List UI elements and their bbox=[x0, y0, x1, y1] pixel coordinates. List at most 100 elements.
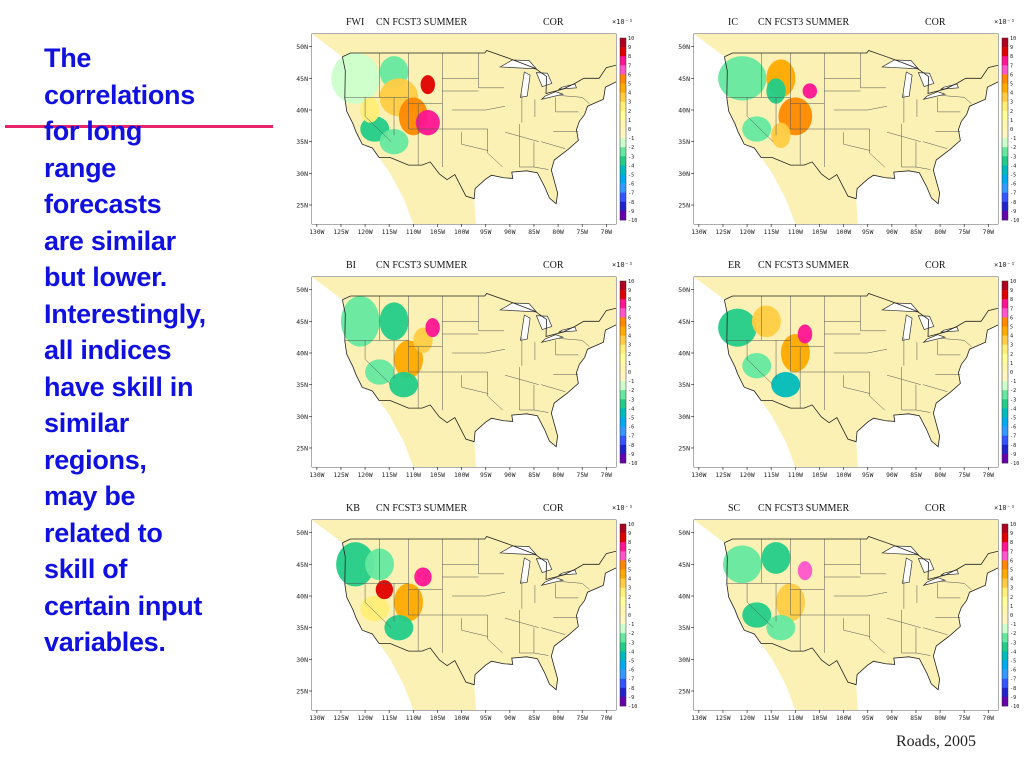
colorbar-tick-label: 7 bbox=[628, 306, 631, 312]
state-boundary bbox=[559, 581, 590, 590]
correlation-shading bbox=[379, 129, 409, 155]
map-stat-label: COR bbox=[925, 17, 946, 28]
colorbar-swatch bbox=[620, 533, 626, 543]
correlation-shading bbox=[771, 122, 791, 148]
state-boundary bbox=[504, 374, 539, 385]
lat-label: 35N bbox=[678, 138, 690, 146]
colorbar-swatch bbox=[620, 38, 626, 48]
colorbar-tick-label: -5 bbox=[1010, 659, 1016, 665]
correlation-shading bbox=[761, 542, 791, 574]
map-stat-label: COR bbox=[543, 17, 564, 28]
state-boundary bbox=[408, 103, 452, 130]
colorbar-swatch bbox=[1002, 56, 1008, 66]
colorbar-tick-label: 0 bbox=[1010, 370, 1013, 376]
colorbar-swatch bbox=[620, 399, 626, 409]
lake bbox=[540, 334, 565, 343]
colorbar-tick-label: -8 bbox=[628, 200, 634, 206]
lat-label: 45N bbox=[296, 75, 308, 83]
correlation-shading bbox=[718, 56, 767, 101]
colorbar-tick-label: 8 bbox=[628, 540, 631, 546]
lake bbox=[902, 557, 913, 584]
state-boundary bbox=[559, 338, 590, 347]
lat-label: 40N bbox=[296, 593, 308, 601]
lon-label: 120W bbox=[357, 472, 372, 479]
map-title: CN FCST3 SUMMER bbox=[376, 260, 467, 271]
colorbar-tick-label: -8 bbox=[628, 443, 634, 449]
colorbar-swatch bbox=[620, 353, 626, 364]
lon-label: 105W bbox=[812, 229, 827, 236]
body-line: range bbox=[44, 152, 117, 183]
colorbar-tick-label: 0 bbox=[628, 127, 631, 133]
colorbar-swatch bbox=[1002, 74, 1008, 84]
coastline bbox=[342, 292, 616, 448]
colorbar-swatch bbox=[620, 110, 626, 121]
body-line: all indices bbox=[44, 335, 172, 365]
body-line: The bbox=[44, 43, 92, 73]
lon-label: 80W bbox=[552, 229, 564, 236]
ocean-southeast bbox=[856, 81, 998, 224]
body-line: similar bbox=[44, 408, 129, 438]
lat-label: 50N bbox=[296, 286, 308, 294]
state-boundary bbox=[843, 375, 871, 394]
lat-label: 40N bbox=[678, 593, 690, 601]
lake bbox=[880, 302, 920, 313]
lon-label: 115W bbox=[382, 715, 397, 722]
colorbar-swatch bbox=[1002, 596, 1008, 607]
lon-label: 110W bbox=[406, 715, 421, 722]
colorbar-tick-label: -3 bbox=[1010, 154, 1016, 160]
state-boundary bbox=[487, 129, 503, 168]
state-boundary bbox=[923, 384, 948, 392]
colorbar-swatch bbox=[620, 119, 626, 130]
colorbar-tick-label: 8 bbox=[1010, 540, 1013, 546]
lon-label: 85W bbox=[528, 715, 540, 722]
correlation-shading bbox=[766, 615, 796, 641]
colorbar-tick-label: 1 bbox=[628, 361, 631, 367]
correlation-shading bbox=[360, 596, 390, 622]
colorbar-swatch bbox=[620, 156, 626, 166]
lon-label: 105W bbox=[430, 229, 445, 236]
colorbar-swatch bbox=[1002, 317, 1008, 327]
lat-label: 35N bbox=[296, 624, 308, 632]
correlation-shading bbox=[384, 615, 414, 641]
state-boundary bbox=[519, 366, 534, 411]
map-svg: ER CN FCST3 SUMMER COR50N45N40N35N30N25N13… bbox=[678, 260, 1019, 479]
colorbar-swatch bbox=[1002, 326, 1008, 336]
colorbar-tick-label: 3 bbox=[628, 100, 631, 106]
colorbar-swatch bbox=[620, 317, 626, 327]
colorbar-swatch bbox=[1002, 417, 1008, 427]
map-stat-label: COR bbox=[543, 260, 564, 271]
colorbar-tick-label: -9 bbox=[628, 695, 634, 701]
state-boundary bbox=[519, 609, 534, 654]
state-boundary bbox=[461, 132, 489, 151]
state-boundary bbox=[869, 129, 885, 168]
lon-label: 70W bbox=[601, 472, 613, 479]
colorbar-tick-label: 5 bbox=[628, 325, 631, 331]
colorbar-swatch bbox=[1002, 687, 1008, 698]
lon-label: 95W bbox=[862, 715, 874, 722]
state-boundary bbox=[941, 95, 972, 104]
colorbar-tick-label: 4 bbox=[628, 91, 631, 97]
colorbar-tick-label: -10 bbox=[628, 704, 637, 710]
state-boundary bbox=[555, 340, 579, 356]
lon-label: 100W bbox=[454, 472, 469, 479]
map-title: CN FCST3 SUMMER bbox=[758, 260, 849, 271]
ocean-southeast bbox=[474, 324, 616, 467]
correlation-shading bbox=[742, 116, 772, 142]
colorbar-swatch bbox=[620, 335, 626, 345]
lon-label: 115W bbox=[382, 472, 397, 479]
colorbar-tick-label: 10 bbox=[628, 522, 634, 528]
state-boundary bbox=[364, 583, 392, 628]
colorbar-tick-label: -8 bbox=[1010, 443, 1016, 449]
colorbar-tick-label: -5 bbox=[628, 173, 634, 179]
correlation-shading bbox=[389, 372, 419, 398]
colorbar-tick-label: 8 bbox=[628, 54, 631, 60]
colorbar-tick-label: -8 bbox=[628, 686, 634, 692]
colorbar-tick-label: -9 bbox=[628, 209, 634, 215]
colorbar-tick-label: 5 bbox=[1010, 82, 1013, 88]
lon-label: 70W bbox=[601, 715, 613, 722]
map-panel-sc: SC CN FCST3 SUMMER COR 50N 45N 40N 35N 30N 25N 13… bbox=[662, 496, 1020, 726]
correlation-shading bbox=[336, 542, 375, 587]
state-boundary bbox=[941, 338, 972, 347]
colorbar-tick-label: -5 bbox=[1010, 173, 1016, 179]
colorbar-swatch bbox=[1002, 201, 1008, 212]
